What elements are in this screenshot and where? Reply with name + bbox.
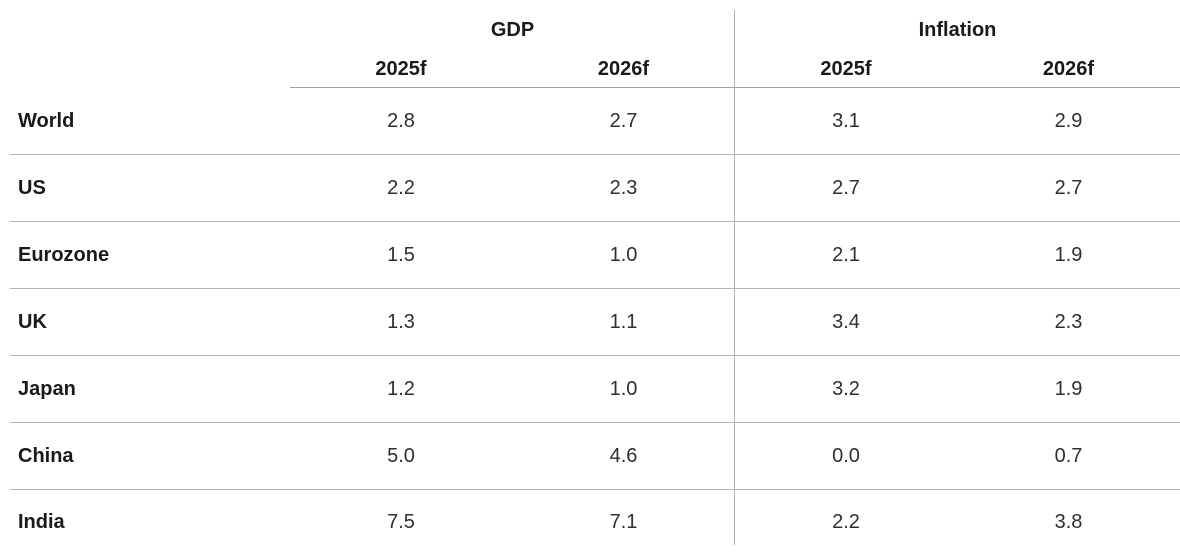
value-cell: 2.7 — [957, 154, 1180, 222]
group-header-inflation: Inflation — [918, 19, 997, 41]
table-row-world: World 2.8 2.7 3.1 2.9 — [10, 87, 1180, 155]
value-cell: 2.8 — [290, 87, 512, 155]
table-row-uk: UK 1.3 1.1 3.4 2.3 — [10, 288, 1180, 356]
group-header-gdp: GDP — [490, 19, 535, 41]
region-label: China — [10, 422, 290, 490]
table-row-japan: Japan 1.2 1.0 3.2 1.9 — [10, 355, 1180, 423]
value-cell: 7.5 — [290, 489, 512, 553]
value-cell: 1.0 — [512, 221, 735, 289]
value-cell: 2.7 — [735, 154, 957, 222]
value-cell: 2.7 — [512, 87, 735, 155]
value-cell: 5.0 — [290, 422, 512, 490]
value-cell: 1.2 — [290, 355, 512, 423]
col-header-gdp-2026f: 2026f — [512, 42, 735, 88]
region-label: World — [10, 87, 290, 155]
value-cell: 3.8 — [957, 489, 1180, 553]
value-cell: 4.6 — [512, 422, 735, 490]
region-label: Eurozone — [10, 221, 290, 289]
corner-cell — [10, 42, 290, 88]
value-cell: 0.0 — [735, 422, 957, 490]
value-cell: 2.1 — [735, 221, 957, 289]
value-cell: 1.0 — [512, 355, 735, 423]
col-header-inflation-2026f: 2026f — [957, 42, 1180, 88]
value-cell: 2.2 — [290, 154, 512, 222]
value-cell: 2.3 — [957, 288, 1180, 356]
year-header-row: 2025f 2026f 2025f 2026f — [10, 42, 1180, 88]
value-cell: 3.4 — [735, 288, 957, 356]
value-cell: 3.1 — [735, 87, 957, 155]
value-cell: 2.3 — [512, 154, 735, 222]
col-header-inflation-2025f: 2025f — [735, 42, 957, 88]
region-label: UK — [10, 288, 290, 356]
value-cell: 2.9 — [957, 87, 1180, 155]
value-cell: 1.9 — [957, 221, 1180, 289]
value-cell: 3.2 — [735, 355, 957, 423]
table-row-china: China 5.0 4.6 0.0 0.7 — [10, 422, 1180, 490]
table-row-eurozone: Eurozone 1.5 1.0 2.1 1.9 — [10, 221, 1180, 289]
col-header-gdp-2025f: 2025f — [290, 42, 512, 88]
value-cell: 7.1 — [512, 489, 735, 553]
forecast-table: GDP Inflation 2025f 2026f 2025f 2026f Wo… — [10, 0, 1180, 553]
value-cell: 2.2 — [735, 489, 957, 553]
value-cell: 1.3 — [290, 288, 512, 356]
value-cell: 1.5 — [290, 221, 512, 289]
table-row-india: India 7.5 7.1 2.2 3.8 — [10, 489, 1180, 553]
group-header-row: GDP Inflation — [10, 0, 1180, 42]
region-label: US — [10, 154, 290, 222]
corner-cell — [10, 0, 290, 42]
value-cell: 0.7 — [957, 422, 1180, 490]
region-label: India — [10, 489, 290, 553]
region-label: Japan — [10, 355, 290, 423]
table-row-us: US 2.2 2.3 2.7 2.7 — [10, 154, 1180, 222]
value-cell: 1.1 — [512, 288, 735, 356]
column-divider — [734, 10, 735, 545]
value-cell: 1.9 — [957, 355, 1180, 423]
